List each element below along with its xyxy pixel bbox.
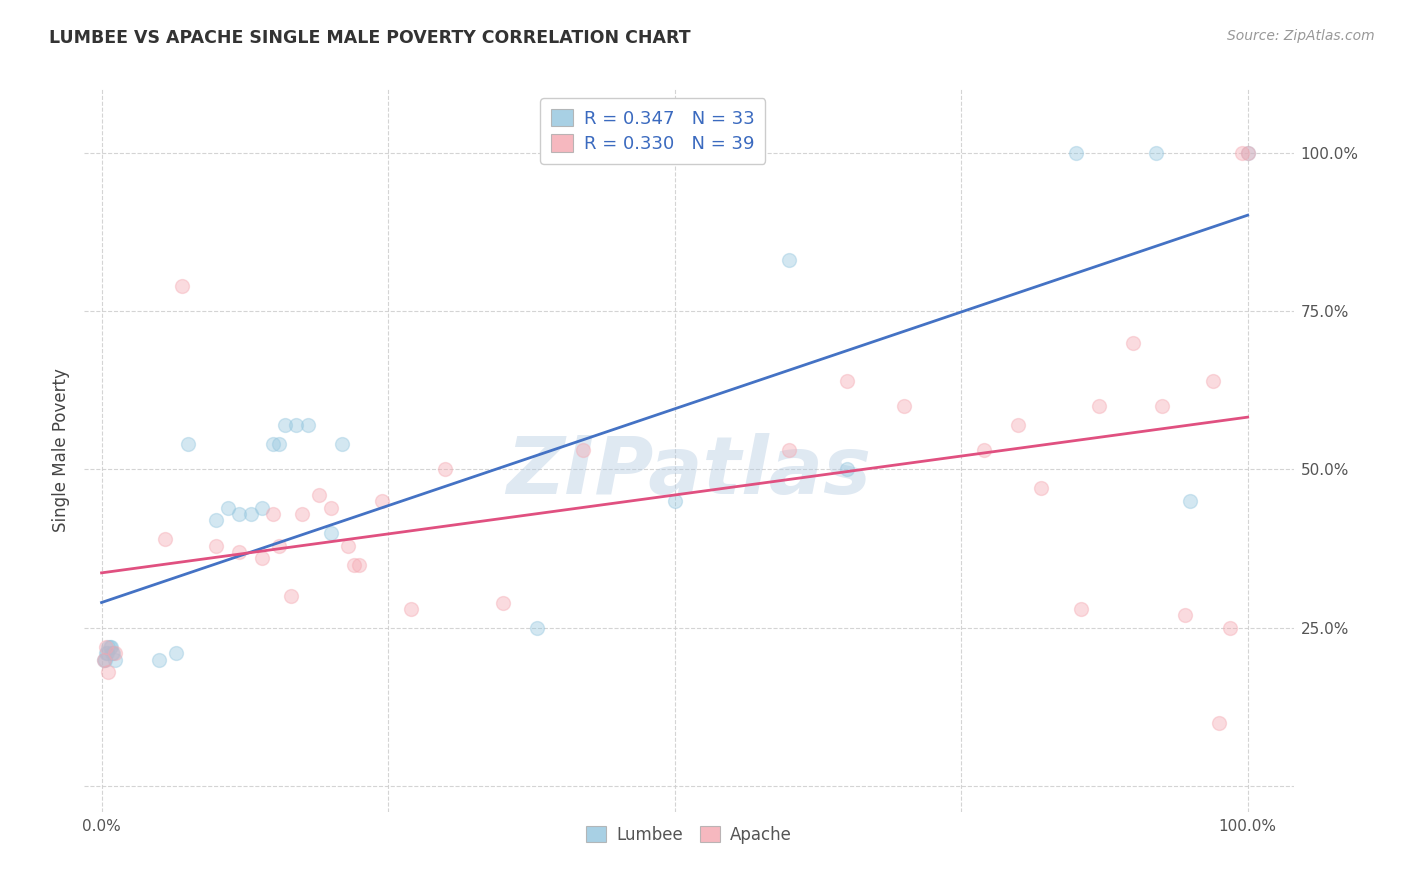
Point [94,640,117,654]
Point [217,500,239,515]
Point [104,646,127,660]
Point [835,462,858,476]
Point [94,652,117,666]
Point [835,374,858,388]
Point [291,507,314,521]
Point [239,507,262,521]
Point [973,443,995,458]
Point [1007,418,1029,433]
Point [94,646,117,660]
Point [1070,602,1092,616]
Y-axis label: Single Male Poverty: Single Male Poverty [52,368,70,533]
Point [104,652,127,666]
Point [250,500,273,515]
Point [1122,335,1144,350]
Point [1230,145,1253,160]
Point [778,443,800,458]
Point [101,646,124,660]
Point [263,437,285,451]
Point [101,646,124,660]
Point [664,494,686,508]
Point [93,652,115,666]
Point [330,437,353,451]
Point [399,602,422,616]
Point [1150,399,1173,413]
Point [1064,145,1087,160]
Point [176,437,198,451]
Point [100,640,122,654]
Point [1031,482,1053,496]
Point [269,539,291,553]
Point [148,652,170,666]
Point [153,532,176,546]
Point [778,253,800,268]
Point [371,494,394,508]
Point [205,513,228,527]
Point [228,545,250,559]
Point [96,646,118,660]
Point [319,500,342,515]
Legend: Lumbee, Apache: Lumbee, Apache [579,819,799,850]
Point [285,418,308,433]
Text: LUMBEE VS APACHE SINGLE MALE POVERTY CORRELATION CHART: LUMBEE VS APACHE SINGLE MALE POVERTY COR… [49,29,690,47]
Point [1174,608,1197,623]
Point [97,665,120,680]
Point [280,589,302,603]
Point [297,418,319,433]
Point [572,443,595,458]
Point [1144,145,1167,160]
Point [1180,494,1202,508]
Point [526,621,548,635]
Point [492,596,515,610]
Point [1087,399,1109,413]
Point [1236,145,1258,160]
Point [205,539,228,553]
Point [274,418,297,433]
Point [165,646,187,660]
Point [98,640,121,654]
Point [97,640,120,654]
Point [1202,374,1225,388]
Point [93,652,115,666]
Text: ZIPatlas: ZIPatlas [506,434,872,511]
Point [1208,716,1230,731]
Point [250,551,273,566]
Text: Source: ZipAtlas.com: Source: ZipAtlas.com [1227,29,1375,44]
Point [269,437,291,451]
Point [308,488,330,502]
Point [336,539,359,553]
Point [228,507,250,521]
Point [349,558,371,572]
Point [319,525,342,540]
Point [263,507,285,521]
Point [170,278,193,293]
Point [1219,621,1241,635]
Point [434,462,457,476]
Point [343,558,366,572]
Point [1236,145,1258,160]
Point [893,399,915,413]
